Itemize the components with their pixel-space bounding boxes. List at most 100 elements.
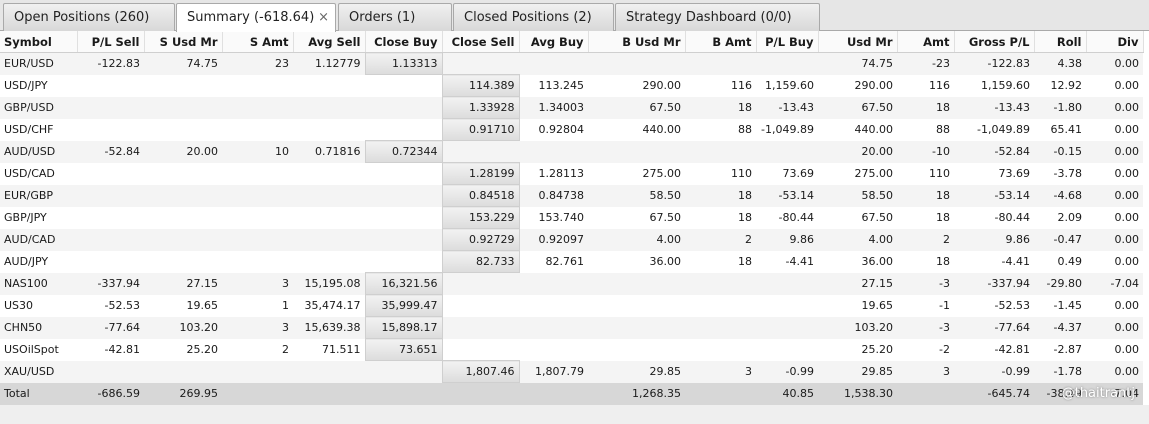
table-cell <box>756 140 818 163</box>
column-header[interactable]: S Usd Mr <box>144 31 223 53</box>
close-buy-button[interactable]: 73.651 <box>364 338 443 361</box>
table-cell <box>77 360 144 383</box>
close-icon[interactable]: × <box>318 10 329 25</box>
table-row[interactable]: USOilSpot -42.81 25.20 2 71.511 73.651 25.20 -2… <box>0 338 1143 361</box>
column-header[interactable]: P/L Sell <box>77 31 145 53</box>
table-cell: 3 <box>222 272 293 295</box>
table-cell: 0.00 <box>1086 140 1143 163</box>
column-header[interactable]: P/L Buy <box>756 31 819 53</box>
table-row[interactable]: USD/JPY 114.389 113.245 290.00 116 1,159.60 29… <box>0 74 1143 97</box>
table-cell: -122.83 <box>77 52 144 75</box>
column-header[interactable]: S Amt <box>222 31 294 53</box>
column-header[interactable]: Avg Sell <box>293 31 366 53</box>
table-cell: -10 <box>897 140 954 163</box>
table-cell: -42.81 <box>954 338 1034 361</box>
close-sell-button[interactable]: 114.389 <box>441 74 520 97</box>
close-buy-button[interactable]: 0.72344 <box>364 140 443 163</box>
table-cell: 9.86 <box>954 228 1034 251</box>
table-row[interactable]: CHN50 -77.64 103.20 3 15,639.38 15,898.17 103.… <box>0 316 1143 339</box>
table-cell: 275.00 <box>588 162 685 185</box>
table-cell: 58.50 <box>818 184 897 207</box>
close-sell-button[interactable]: 153.229 <box>441 206 520 229</box>
table-cell <box>144 74 222 97</box>
table-row[interactable]: USD/CHF 0.91710 0.92804 440.00 88 -1,049.89 44… <box>0 118 1143 141</box>
table-row[interactable]: XAU/USD 1,807.46 1,807.79 29.85 3 -0.99 29.85 3… <box>0 360 1143 383</box>
tab-summary[interactable]: Summary (-618.64) × <box>176 3 336 32</box>
tab-open-positions[interactable]: Open Positions (260) <box>3 3 175 31</box>
table-cell: -1,049.89 <box>954 118 1034 141</box>
table-row[interactable]: USD/CAD 1.28199 1.28113 275.00 110 73.69 275.0… <box>0 162 1143 185</box>
table-cell <box>442 272 519 295</box>
table-cell <box>365 360 442 383</box>
table-cell: 0.00 <box>1086 250 1143 273</box>
total-cell: -7.04 <box>1086 382 1143 405</box>
tab-closed-positions[interactable]: Closed Positions (2) <box>453 3 614 31</box>
table-cell: -52.84 <box>77 140 144 163</box>
total-label: Total <box>0 382 77 405</box>
symbol-cell: USD/JPY <box>0 74 77 97</box>
close-sell-button[interactable]: 0.92729 <box>441 228 520 251</box>
close-buy-button[interactable]: 16,321.56 <box>364 272 443 295</box>
table-cell <box>365 184 442 207</box>
table-cell: 19.65 <box>818 294 897 317</box>
table-cell <box>144 96 222 119</box>
table-cell: 1,159.60 <box>756 74 818 97</box>
column-header[interactable]: Roll <box>1034 31 1087 53</box>
close-sell-button[interactable]: 0.91710 <box>441 118 520 141</box>
close-sell-button[interactable]: 0.84518 <box>441 184 520 207</box>
table-row[interactable]: EUR/GBP 0.84518 0.84738 58.50 18 -53.14 58.50 1… <box>0 184 1143 207</box>
symbol-cell: USD/CAD <box>0 162 77 185</box>
column-header[interactable]: Usd Mr <box>818 31 898 53</box>
table-row[interactable]: AUD/USD -52.84 20.00 10 0.71816 0.72344 20.00-… <box>0 140 1143 163</box>
tab-orders[interactable]: Orders (1) <box>338 3 452 31</box>
symbol-cell: CHN50 <box>0 316 77 339</box>
table-cell <box>77 184 144 207</box>
table-cell <box>77 250 144 273</box>
table-row[interactable]: US30 -52.53 19.65 1 35,474.17 35,999.47 19.65-… <box>0 294 1143 317</box>
column-header[interactable]: B Amt <box>685 31 757 53</box>
table-row[interactable]: AUD/JPY 82.733 82.761 36.00 18 -4.41 36.00 18 -4… <box>0 250 1143 273</box>
table-cell: 65.41 <box>1034 118 1086 141</box>
table-cell <box>77 228 144 251</box>
table-cell: 15,639.38 <box>293 316 365 339</box>
column-header[interactable]: Amt <box>897 31 955 53</box>
total-cell <box>519 382 588 405</box>
close-sell-button[interactable]: 1.33928 <box>441 96 520 119</box>
column-header[interactable]: B Usd Mr <box>588 31 686 53</box>
close-sell-button[interactable]: 1,807.46 <box>441 360 520 383</box>
tab-strategy-dashboard[interactable]: Strategy Dashboard (0/0) <box>615 3 820 31</box>
close-sell-button[interactable]: 1.28199 <box>441 162 520 185</box>
column-header[interactable]: Close Sell <box>442 31 520 53</box>
symbol-cell: USOilSpot <box>0 338 77 361</box>
table-cell: -77.64 <box>77 316 144 339</box>
table-cell: -337.94 <box>954 272 1034 295</box>
column-header[interactable]: Symbol <box>0 31 78 53</box>
table-row[interactable]: GBP/USD 1.33928 1.34003 67.50 18 -13.43 67.50 1… <box>0 96 1143 119</box>
table-cell: 0.49 <box>1034 250 1086 273</box>
table-row[interactable]: AUD/CAD 0.92729 0.92097 4.00 2 9.86 4.00 2 9.86-… <box>0 228 1143 251</box>
column-header[interactable]: Avg Buy <box>519 31 589 53</box>
column-header[interactable]: Gross P/L <box>954 31 1035 53</box>
column-header[interactable]: Close Buy <box>365 31 443 53</box>
close-sell-button[interactable]: 82.733 <box>441 250 520 273</box>
table-row[interactable]: EUR/USD -122.83 74.75 23 1.12779 1.13313 74.75… <box>0 52 1143 75</box>
table-cell <box>293 74 365 97</box>
table-row[interactable]: GBP/JPY 153.229 153.740 67.50 18 -80.44 67.50 1… <box>0 206 1143 229</box>
column-header[interactable]: Div <box>1086 31 1144 53</box>
table-cell: 0.00 <box>1086 228 1143 251</box>
table-cell <box>365 162 442 185</box>
close-buy-button[interactable]: 15,898.17 <box>364 316 443 339</box>
table-cell <box>365 206 442 229</box>
table-cell: -13.43 <box>954 96 1034 119</box>
table-cell <box>222 206 293 229</box>
summary-table-container: Symbol P/L Sell S Usd Mr S Amt Avg Sell Close… <box>0 31 1149 405</box>
table-cell: 0.00 <box>1086 52 1143 75</box>
table-cell <box>144 118 222 141</box>
symbol-cell: GBP/USD <box>0 96 77 119</box>
close-buy-button[interactable]: 1.13313 <box>364 52 443 75</box>
table-cell: 0.00 <box>1086 360 1143 383</box>
close-buy-button[interactable]: 35,999.47 <box>364 294 443 317</box>
table-cell: 73.69 <box>756 162 818 185</box>
table-cell: 290.00 <box>588 74 685 97</box>
table-row[interactable]: NAS100 -337.94 27.15 3 15,195.08 16,321.56 27.… <box>0 272 1143 295</box>
